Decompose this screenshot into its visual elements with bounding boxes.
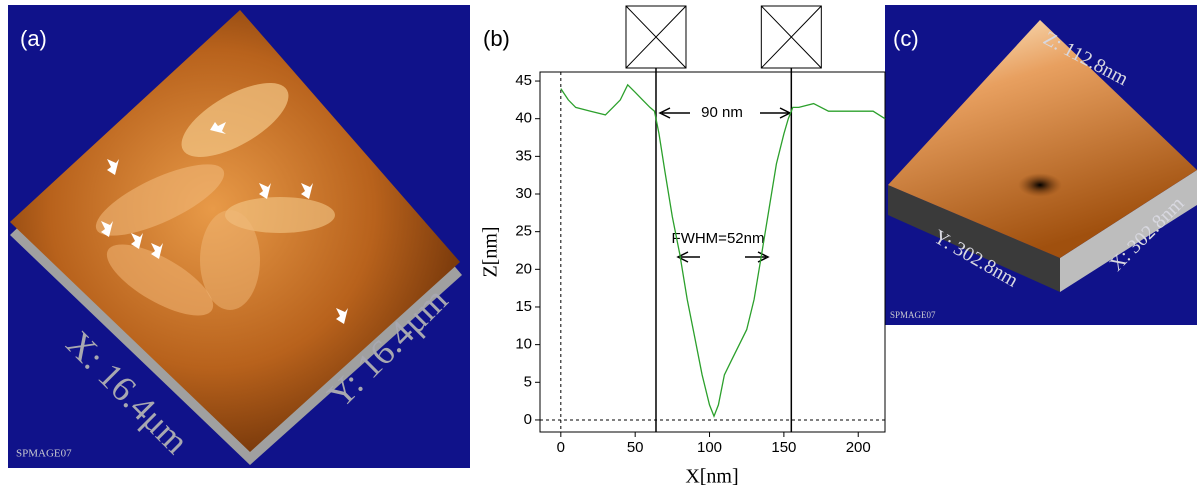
y-tick-label: 5	[524, 373, 532, 390]
y-tick-label: 15	[515, 298, 532, 315]
y-tick-label: 25	[515, 223, 532, 240]
figure: (a) X: 16.4μm Y: 16.4μm SPMAGE07 (c) Z: …	[0, 0, 1197, 491]
x-tick-label: 50	[627, 439, 644, 456]
x-tick-label: 150	[771, 439, 796, 456]
y-axis-label: Z[nm]	[480, 226, 502, 277]
plot-frame	[540, 72, 885, 432]
x-tick-label: 0	[557, 439, 565, 456]
y-tick-label: 35	[515, 147, 532, 164]
y-tick-label: 40	[515, 110, 532, 127]
x-tick-label: 100	[697, 439, 722, 456]
annotation: 90 nm	[701, 104, 743, 121]
panel-label: (a)	[20, 26, 47, 51]
y-tick-label: 20	[515, 260, 532, 277]
profile-line	[561, 85, 885, 416]
instrument-label: SPMAGE07	[890, 310, 936, 320]
panel-label: (b)	[483, 26, 510, 51]
annotation: FWHM=52nm	[672, 230, 765, 247]
afm-image-a: (a) X: 16.4μm Y: 16.4μm SPMAGE07	[8, 5, 470, 468]
y-tick-label: 30	[515, 185, 532, 202]
x-tick-label: 200	[846, 439, 871, 456]
afm-image-c: (c) Z: 112.8nm Y: 302.8nm X: 302.8nm SPM…	[885, 5, 1197, 325]
instrument-label: SPMAGE07	[16, 448, 72, 460]
y-tick-label: 45	[515, 72, 532, 89]
y-tick-label: 10	[515, 336, 532, 353]
y-tick-label: 0	[524, 411, 532, 428]
panel-label: (c)	[893, 26, 919, 51]
x-axis-label: X[nm]	[685, 466, 738, 488]
